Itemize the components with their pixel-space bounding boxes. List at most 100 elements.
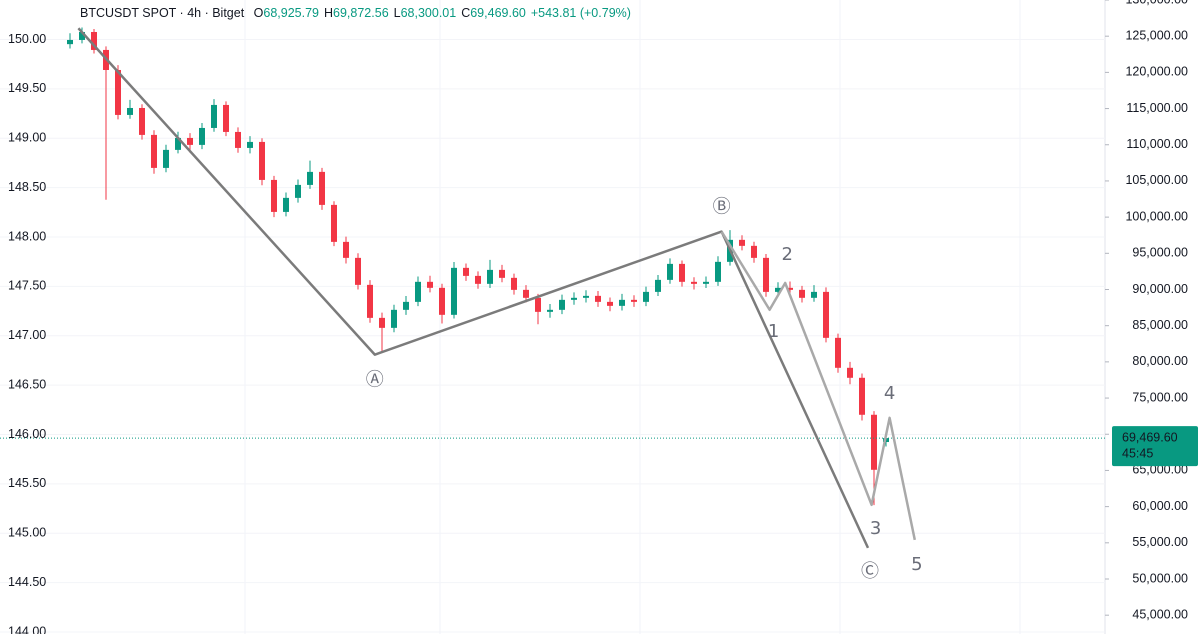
candle-body: [787, 287, 793, 290]
candle-body: [835, 337, 841, 368]
y2-tick-label: 50,000.00: [1132, 571, 1188, 585]
candle-body: [847, 367, 853, 378]
candle-body: [511, 277, 517, 290]
y-tick-label: 147.50: [8, 279, 46, 293]
candle-body: [595, 295, 601, 302]
y-tick-label: 149.50: [8, 81, 46, 95]
wave-label: Ⓒ: [861, 561, 879, 582]
header-key: H: [324, 6, 333, 20]
candle-body: [115, 69, 121, 115]
candle-body: [307, 171, 313, 185]
candle-body: [559, 299, 565, 310]
candle-body: [331, 204, 337, 242]
candle-body: [259, 141, 265, 180]
candle-body: [667, 263, 673, 280]
candle-body: [211, 104, 217, 128]
candle-body: [691, 281, 697, 284]
wave-label: 2: [781, 244, 792, 265]
wave-label: 4: [884, 383, 895, 404]
candle-body: [799, 289, 805, 298]
y-tick-label: 144.00: [8, 624, 46, 634]
candle-body: [271, 179, 277, 212]
y2-tick-label: 105,000.00: [1125, 173, 1188, 187]
grid: [0, 39, 1105, 633]
y-tick-label: 145.50: [8, 476, 46, 490]
y2-tick-label: 85,000.00: [1132, 318, 1188, 332]
y2-tick-label: 60,000.00: [1132, 499, 1188, 513]
wave-label: Ⓑ: [713, 197, 731, 218]
candle-body: [823, 291, 829, 338]
candle-body: [571, 297, 577, 300]
candle-body: [379, 317, 385, 328]
y2-tick-label: 125,000.00: [1125, 28, 1188, 42]
candle-body: [223, 104, 229, 132]
candle-body: [343, 241, 349, 258]
candle-body: [775, 287, 781, 292]
header-change: +543.81 (+0.79%): [531, 6, 631, 20]
y2-tick-label: 65,000.00: [1132, 463, 1188, 477]
header-value: 69,872.56: [333, 6, 389, 20]
candle-body: [67, 39, 73, 45]
header-value: 68,925.79: [263, 6, 319, 20]
wave-label: 5: [911, 554, 922, 575]
candle-body: [475, 275, 481, 284]
candle-body: [715, 261, 721, 282]
candle-body: [643, 291, 649, 302]
candle-body: [151, 134, 157, 168]
wave-line: [77, 27, 870, 549]
candle-body: [439, 287, 445, 315]
last-price-label: 69,469.60: [1122, 430, 1178, 444]
candle-body: [583, 295, 589, 298]
candle-body: [367, 284, 373, 318]
candle-body: [127, 107, 133, 115]
plot-area: [0, 27, 1105, 549]
symbol: BTCUSDT SPOT · 4h · Bitget: [80, 6, 245, 20]
y2-tick-label: 80,000.00: [1132, 354, 1188, 368]
candle-body: [631, 299, 637, 302]
header-value: 69,469.60: [470, 6, 526, 20]
candle-body: [415, 281, 421, 302]
candle-body: [763, 257, 769, 292]
candle-body: [355, 257, 361, 285]
candle-body: [679, 263, 685, 282]
header-key: O: [254, 6, 264, 20]
y2-tick-label: 100,000.00: [1125, 209, 1188, 223]
candle-body: [91, 31, 97, 50]
wave-label: 1: [768, 321, 779, 342]
y-tick-label: 149.00: [8, 131, 46, 145]
candle-body: [283, 197, 289, 212]
y2-tick-label: 110,000.00: [1126, 137, 1188, 151]
candle-body: [295, 184, 301, 198]
candle-body: [523, 289, 529, 298]
candle-body: [79, 31, 85, 40]
y-tick-label: 147.00: [8, 328, 46, 342]
y2-tick-label: 90,000.00: [1132, 282, 1188, 296]
candle-body: [463, 267, 469, 276]
y2-tick-label: 45,000.00: [1132, 607, 1188, 621]
candle-body: [499, 269, 505, 278]
candle-body: [403, 301, 409, 310]
candle-body: [175, 137, 181, 150]
wave-line: [720, 230, 917, 541]
candle-body: [391, 309, 397, 328]
candle-body: [703, 281, 709, 284]
candle-body: [247, 141, 253, 148]
header: BTCUSDT SPOT · 4h · Bitget O68,925.79 H69…: [80, 6, 631, 20]
y2-tick-label: 95,000.00: [1132, 246, 1188, 260]
y-tick-label: 144.50: [8, 575, 46, 589]
candle-body: [655, 279, 661, 292]
candle-body: [199, 127, 205, 145]
wave-label: Ⓐ: [366, 370, 384, 391]
y-tick-label: 146.00: [8, 427, 46, 441]
candle-body: [547, 309, 553, 312]
time-grid: [244, 0, 1021, 634]
candle-body: [487, 269, 493, 284]
candle-body: [187, 137, 193, 145]
y2-tick-label: 130,000.00: [1125, 0, 1188, 6]
last-price-box: [1112, 426, 1198, 467]
candle-body: [451, 267, 457, 315]
candle-body: [811, 291, 817, 298]
candle-body: [739, 239, 745, 246]
